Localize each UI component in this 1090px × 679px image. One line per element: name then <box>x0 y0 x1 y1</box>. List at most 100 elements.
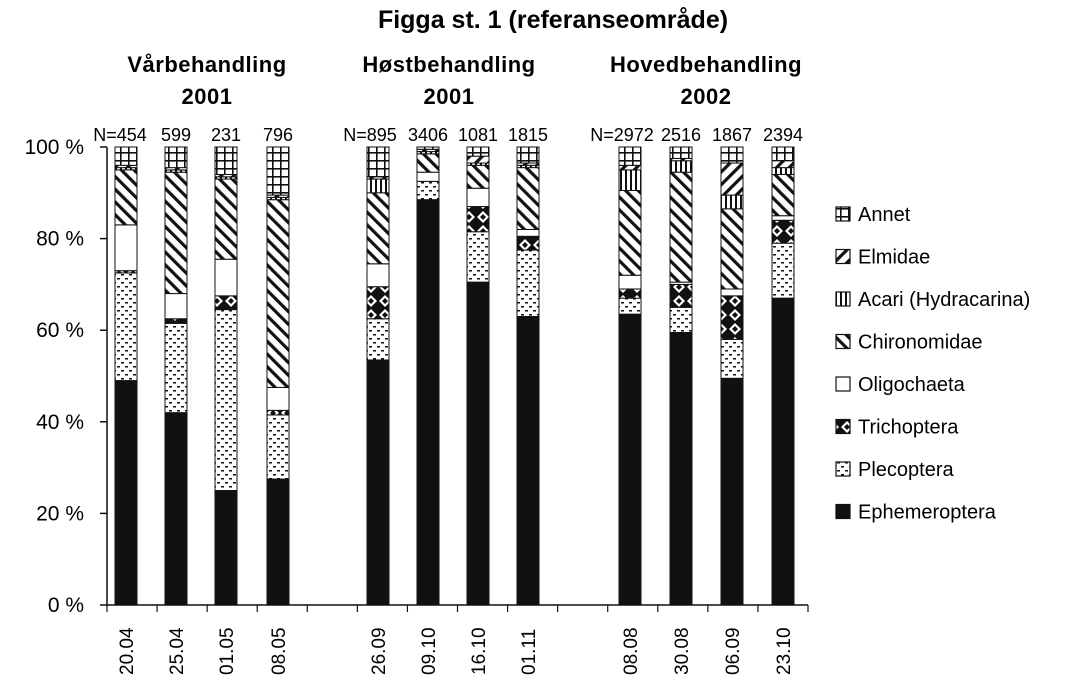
y-tick-label: 20 % <box>36 502 84 525</box>
bar-segment-elmidae-06.09 <box>720 162 744 196</box>
n-label-01.11: 1815 <box>508 125 548 145</box>
n-label-25.04: 599 <box>161 125 191 145</box>
bar-segment-annet-30.08 <box>669 146 693 159</box>
bar-segment-acari-hydracarina-08.08 <box>618 169 642 192</box>
legend-label-trichoptera: Trichoptera <box>858 417 959 439</box>
bar-segment-chironomidae-08.05 <box>266 199 290 388</box>
bar-segment-plecoptera-01.11 <box>516 249 540 317</box>
x-tick-label-30.08: 30.08 <box>672 627 693 675</box>
bar-segment-chironomidae-23.10 <box>771 173 795 217</box>
bar-segment-annet-16.10 <box>466 146 490 157</box>
y-tick-label: 100 % <box>24 136 84 159</box>
x-tick-label-01.11: 01.11 <box>519 629 540 675</box>
x-tick-label-06.09: 06.09 <box>723 627 744 675</box>
y-tick-label: 60 % <box>36 319 84 342</box>
bar-segment-chironomidae-30.08 <box>669 171 693 283</box>
y-tick-label: 40 % <box>36 411 84 434</box>
bar-segment-plecoptera-09.10 <box>416 180 440 201</box>
bar-segment-trichoptera-08.05 <box>266 409 290 416</box>
bar-segment-ephemeroptera-20.04 <box>114 380 138 606</box>
bar-segment-chironomidae-20.04 <box>114 169 138 226</box>
bar-segment-chironomidae-25.04 <box>164 171 188 295</box>
x-axis: 20.04 25.04 01.05 08.05 26.09 09.10 16.10 01.11… <box>106 604 809 675</box>
legend-label-elmidae: Elmidae <box>858 247 930 269</box>
bar-segment-plecoptera-08.08 <box>618 297 642 315</box>
x-tick-label-25.04: 25.04 <box>167 627 188 675</box>
bar-segment-ephemeroptera-01.05 <box>214 490 238 606</box>
bar-segment-plecoptera-25.04 <box>164 322 188 414</box>
legend-swatch-ephemeroptera <box>835 503 851 520</box>
bar-segment-annet-08.08 <box>618 146 642 166</box>
bar-segment-acari-hydracarina-26.09 <box>366 178 390 194</box>
n-label-26.09: N=895 <box>343 125 397 145</box>
bar-segment-chironomidae-01.11 <box>516 167 540 230</box>
x-tick-label-01.05: 01.05 <box>217 627 238 675</box>
x-tick-label-09.10: 09.10 <box>419 627 440 675</box>
legend-label-oligochaeta: Oligochaeta <box>858 374 966 396</box>
bar-segment-oligochaeta-08.05 <box>266 386 290 411</box>
x-tick-label-26.09: 26.09 <box>369 627 390 675</box>
legend-swatch-oligochaeta <box>835 376 851 392</box>
bar-segment-trichoptera-01.11 <box>516 235 540 251</box>
x-tick-label-16.10: 16.10 <box>469 627 490 675</box>
bar-segment-annet-09.10 <box>416 146 440 150</box>
n-label-30.08: 2516 <box>661 125 701 145</box>
bar-segment-annet-01.11 <box>516 146 540 164</box>
x-tick-label-20.04: 20.04 <box>117 627 138 675</box>
group-label-0-line2: 2001 <box>182 84 233 109</box>
x-tick-label-23.10: 23.10 <box>774 627 795 675</box>
bar-segment-trichoptera-08.08 <box>618 288 642 299</box>
bar-segment-acari-hydracarina-30.08 <box>669 160 693 173</box>
y-tick-label: 80 % <box>36 228 84 251</box>
n-label-16.10: 1081 <box>458 125 498 145</box>
bar-segment-plecoptera-06.09 <box>720 338 744 379</box>
bar-segment-ephemeroptera-26.09 <box>366 359 390 606</box>
y-axis: 0 % 20 % 40 % 60 % 80 % 100 % <box>24 136 108 617</box>
legend-swatch-trichoptera <box>835 418 851 435</box>
bar-segment-oligochaeta-16.10 <box>466 187 490 208</box>
bar-segment-acari-hydracarina-23.10 <box>771 167 795 175</box>
bar-segment-oligochaeta-01.11 <box>516 228 540 237</box>
n-label-08.05: 796 <box>263 125 293 145</box>
bar-segment-plecoptera-20.04 <box>114 272 138 382</box>
bar-segment-annet-23.10 <box>771 146 795 162</box>
bar-segment-elmidae-16.10 <box>466 155 490 164</box>
bar-segment-trichoptera-26.09 <box>366 286 390 320</box>
bar-segment-chironomidae-09.10 <box>416 153 440 173</box>
bar-segment-trichoptera-25.04 <box>164 318 188 324</box>
bar-segment-ephemeroptera-09.10 <box>416 199 440 606</box>
n-label-09.10: 3406 <box>408 125 448 145</box>
bar-segment-elmidae-23.10 <box>771 160 795 169</box>
x-tick-label-08.08: 08.08 <box>621 627 642 675</box>
bar-segment-plecoptera-26.09 <box>366 318 390 361</box>
group-label-2-line2: 2002 <box>681 84 732 109</box>
n-label-08.08: N=2972 <box>590 125 654 145</box>
bar-segment-oligochaeta-20.04 <box>114 224 138 272</box>
n-label-06.09: 1867 <box>712 125 752 145</box>
legend-label-plecoptera: Plecoptera <box>858 459 954 481</box>
group-label-1-line1: Høstbehandling <box>362 52 535 77</box>
bar-segment-ephemeroptera-30.08 <box>669 331 693 606</box>
legend-label-annet: Annet <box>858 204 911 226</box>
group-label-1-line2: 2001 <box>424 84 475 109</box>
bar-segment-plecoptera-08.05 <box>266 414 290 480</box>
bar-segment-acari-hydracarina-06.09 <box>720 194 744 210</box>
group-label-2-line1: Hovedbehandling <box>610 52 802 77</box>
bar-segment-oligochaeta-06.09 <box>720 288 744 297</box>
legend-label-ephemeroptera: Ephemeroptera <box>858 502 997 524</box>
n-label-20.04: N=454 <box>93 125 147 145</box>
bar-segment-chironomidae-16.10 <box>466 164 490 189</box>
bar-segment-elmidae-08.08 <box>618 164 642 171</box>
bar-segment-oligochaeta-09.10 <box>416 171 440 182</box>
bar-segment-ephemeroptera-06.09 <box>720 377 744 606</box>
bar-segment-oligochaeta-01.05 <box>214 258 238 297</box>
bar-segment-ephemeroptera-01.11 <box>516 315 540 606</box>
n-label-01.05: 231 <box>211 125 241 145</box>
bar-segment-ephemeroptera-23.10 <box>771 297 795 606</box>
bar-segment-trichoptera-16.10 <box>466 206 490 233</box>
bar-segment-ephemeroptera-08.08 <box>618 313 642 606</box>
bar-segment-oligochaeta-25.04 <box>164 293 188 320</box>
y-tick-label: 0 % <box>48 594 84 617</box>
legend-swatch-chironomidae <box>835 333 851 350</box>
